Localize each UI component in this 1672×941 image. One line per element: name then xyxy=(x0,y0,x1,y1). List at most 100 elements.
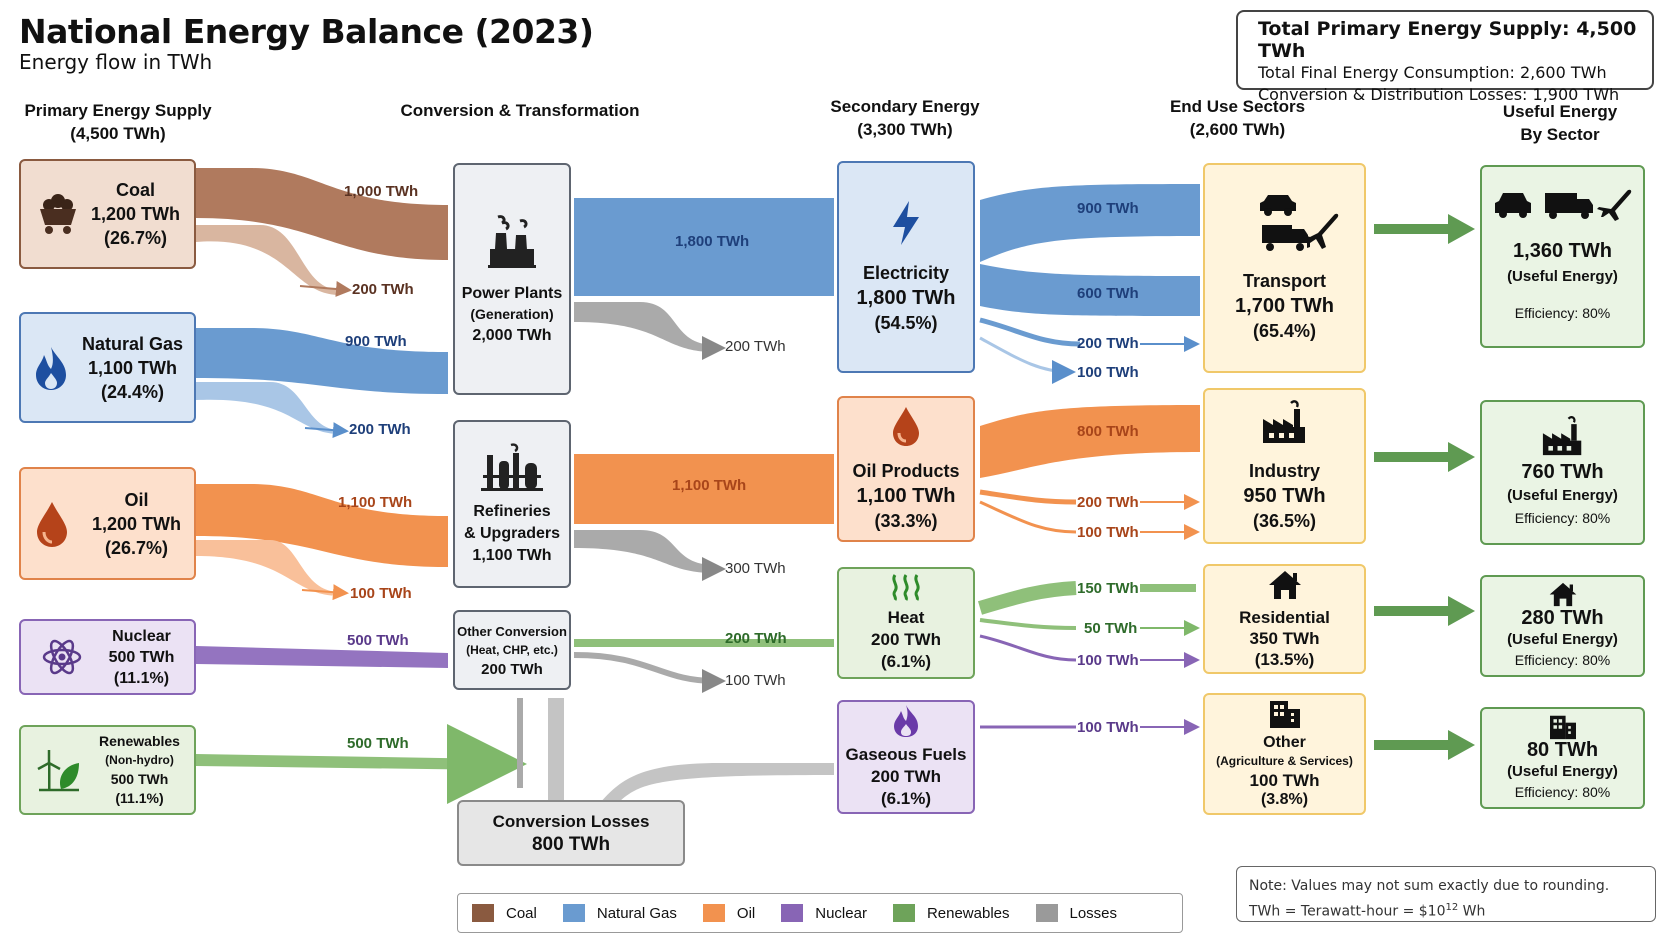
flow-loss-gaseous xyxy=(600,763,834,803)
oil-drop-icon xyxy=(36,501,67,547)
sector-residential: Residential 350 TWh (13.5%) xyxy=(1203,564,1366,674)
flow-renewables xyxy=(196,754,500,770)
flow-label-heat-1: 150 TWh xyxy=(1077,580,1139,597)
flow-oilp-residential xyxy=(979,500,1077,534)
converter-power-plants: Power Plants (Generation) 2,000 TWh xyxy=(453,163,571,395)
flow-label-other-loss: 100 TWh xyxy=(725,672,786,689)
converter-other: Other Conversion (Heat, CHP, etc.) 200 T… xyxy=(453,610,571,690)
flow-oil-loss xyxy=(196,540,340,596)
arrow-other-useful xyxy=(1374,730,1475,760)
column-header-end-use: End Use Sectors (2,600 TWh) xyxy=(1169,97,1306,139)
flow-heat-other xyxy=(979,634,1077,662)
legend-item-nuclear: Nuclear xyxy=(781,904,867,922)
legend-swatch xyxy=(562,904,585,922)
legend-swatch xyxy=(781,904,804,922)
arrow-industry-useful xyxy=(1374,442,1475,472)
flow-label-renewables: 500 TWh xyxy=(347,735,409,752)
arrow-transport-useful xyxy=(1374,214,1475,244)
source-oil: Oil 1,200 TWh (26.7%) xyxy=(19,467,196,580)
secondary-oil-products: Oil Products 1,100 TWh (33.3%) xyxy=(837,396,975,542)
converter-refineries: Refineries & Upgraders 1,100 TWh xyxy=(453,420,571,588)
legend-swatch xyxy=(472,904,494,922)
legend-item-losses: Losses xyxy=(1035,904,1117,922)
conversion-losses-box: Conversion Losses 800 TWh xyxy=(457,800,685,866)
house-icon xyxy=(1268,570,1301,599)
legend-item-renewables: Renewables xyxy=(892,904,1010,922)
building-icon xyxy=(1549,715,1576,739)
page-title: National Energy Balance (2023) xyxy=(19,12,594,51)
flow-gas-loss-line xyxy=(304,422,349,439)
factory-icon xyxy=(1262,399,1305,443)
coal-cart-icon xyxy=(39,194,76,234)
legend-swatch xyxy=(1035,904,1058,922)
summary-total-supply: Total Primary Energy Supply: 4,500 TWh xyxy=(1258,18,1637,62)
flow-elec-transport xyxy=(980,184,1200,262)
source-renewables: Renewables (Non-hydro) 500 TWh (11.1%) xyxy=(19,725,196,815)
transport-icon xyxy=(1494,189,1631,221)
flow-label-oilp-2: 200 TWh xyxy=(1077,494,1139,511)
flow-refinery-loss xyxy=(574,530,715,573)
flow-label-other-heat: 200 TWh xyxy=(725,630,787,647)
flow-label-coal-main: 1,000 TWh xyxy=(344,183,419,200)
house-icon xyxy=(1549,582,1576,607)
flow-label-power-electricity: 1,800 TWh xyxy=(675,233,750,250)
flow-other-to-heat xyxy=(574,639,834,647)
flow-power-loss xyxy=(574,302,715,352)
flow-label-oil-loss: 100 TWh xyxy=(350,585,412,602)
flow-label-heat-2: 50 TWh xyxy=(1084,620,1138,637)
column-header-conversion: Conversion & Transformation xyxy=(400,101,640,120)
flow-heat-residential xyxy=(979,618,1077,630)
flow-label-refinery-oil: 1,100 TWh xyxy=(672,477,747,494)
flow-oil-loss-line xyxy=(301,584,349,601)
arrow-residential-useful xyxy=(1374,596,1475,626)
flow-loss-refinery xyxy=(548,698,564,803)
page-subtitle: Energy flow in TWh xyxy=(19,50,213,74)
flow-heat-industry xyxy=(977,581,1077,615)
flow-label-power-loss: 200 TWh xyxy=(725,338,786,355)
flow-gas-to-power xyxy=(196,328,448,394)
secondary-electricity: Electricity 1,800 TWh (54.5%) xyxy=(837,161,975,373)
flame-icon xyxy=(894,705,918,737)
flow-elec-residential xyxy=(979,317,1081,347)
flow-label-oilp-3: 100 TWh xyxy=(1077,524,1139,541)
column-header-primary: Primary Energy Supply (4,500 TWh) xyxy=(24,101,212,143)
flame-icon xyxy=(35,346,66,390)
flow-label-gas-loss: 200 TWh xyxy=(349,421,411,438)
flow-label-oil-main: 1,100 TWh xyxy=(338,494,413,511)
flow-label-elec-4: 100 TWh xyxy=(1077,364,1139,381)
sector-industry: Industry 950 TWh (36.5%) xyxy=(1203,388,1366,544)
summary-final-consumption: Total Final Energy Consumption: 2,600 TW… xyxy=(1258,63,1607,82)
flow-oilp-industry xyxy=(979,489,1077,505)
legend-item-coal: Coal xyxy=(472,904,537,922)
flow-label-coal-loss: 200 TWh xyxy=(352,281,414,298)
secondary-gaseous-fuels: Gaseous Fuels 200 TWh (6.1%) xyxy=(837,700,975,814)
flow-label-elec-1: 900 TWh xyxy=(1077,200,1139,217)
flow-oilp-transport xyxy=(980,405,1200,478)
source-nuclear: Nuclear 500 TWh (11.1%) xyxy=(19,619,196,695)
useful-transport: 1,360 TWh (Useful Energy) Efficiency: 80… xyxy=(1480,165,1645,348)
flow-other-loss xyxy=(573,652,716,684)
flow-loss-power xyxy=(517,698,523,788)
column-header-secondary: Secondary Energy (3,300 TWh) xyxy=(830,97,980,139)
flow-coal-to-power xyxy=(196,168,448,260)
refinery-icon xyxy=(481,443,543,491)
factory-icon xyxy=(1542,416,1581,456)
footnote-twh: TWh = Terawatt-hour = $1012 Wh xyxy=(1249,902,1486,920)
flow-gas-loss xyxy=(196,382,340,434)
wind-leaf-icon xyxy=(37,750,80,792)
heat-waves-icon xyxy=(892,574,920,601)
legend-swatch xyxy=(892,904,915,922)
sector-other: Other (Agriculture & Services) 100 TWh (… xyxy=(1203,693,1366,815)
useful-residential: 280 TWh (Useful Energy) Efficiency: 80% xyxy=(1480,575,1645,677)
power-plant-icon xyxy=(488,214,536,268)
source-coal: Coal 1,200 TWh (26.7%) xyxy=(19,159,196,269)
flow-nuclear xyxy=(196,646,448,668)
summary-box: Total Primary Energy Supply: 4,500 TWh T… xyxy=(1236,10,1654,104)
flow-label-elec-2: 600 TWh xyxy=(1077,285,1139,302)
summary-losses: Conversion & Distribution Losses: 1,900 … xyxy=(1258,85,1620,104)
building-icon xyxy=(1269,701,1300,728)
flow-elec-other xyxy=(979,336,1076,384)
sector-transport: Transport 1,700 TWh (65.4%) xyxy=(1203,163,1366,373)
flow-label-nuclear: 500 TWh xyxy=(347,632,409,649)
